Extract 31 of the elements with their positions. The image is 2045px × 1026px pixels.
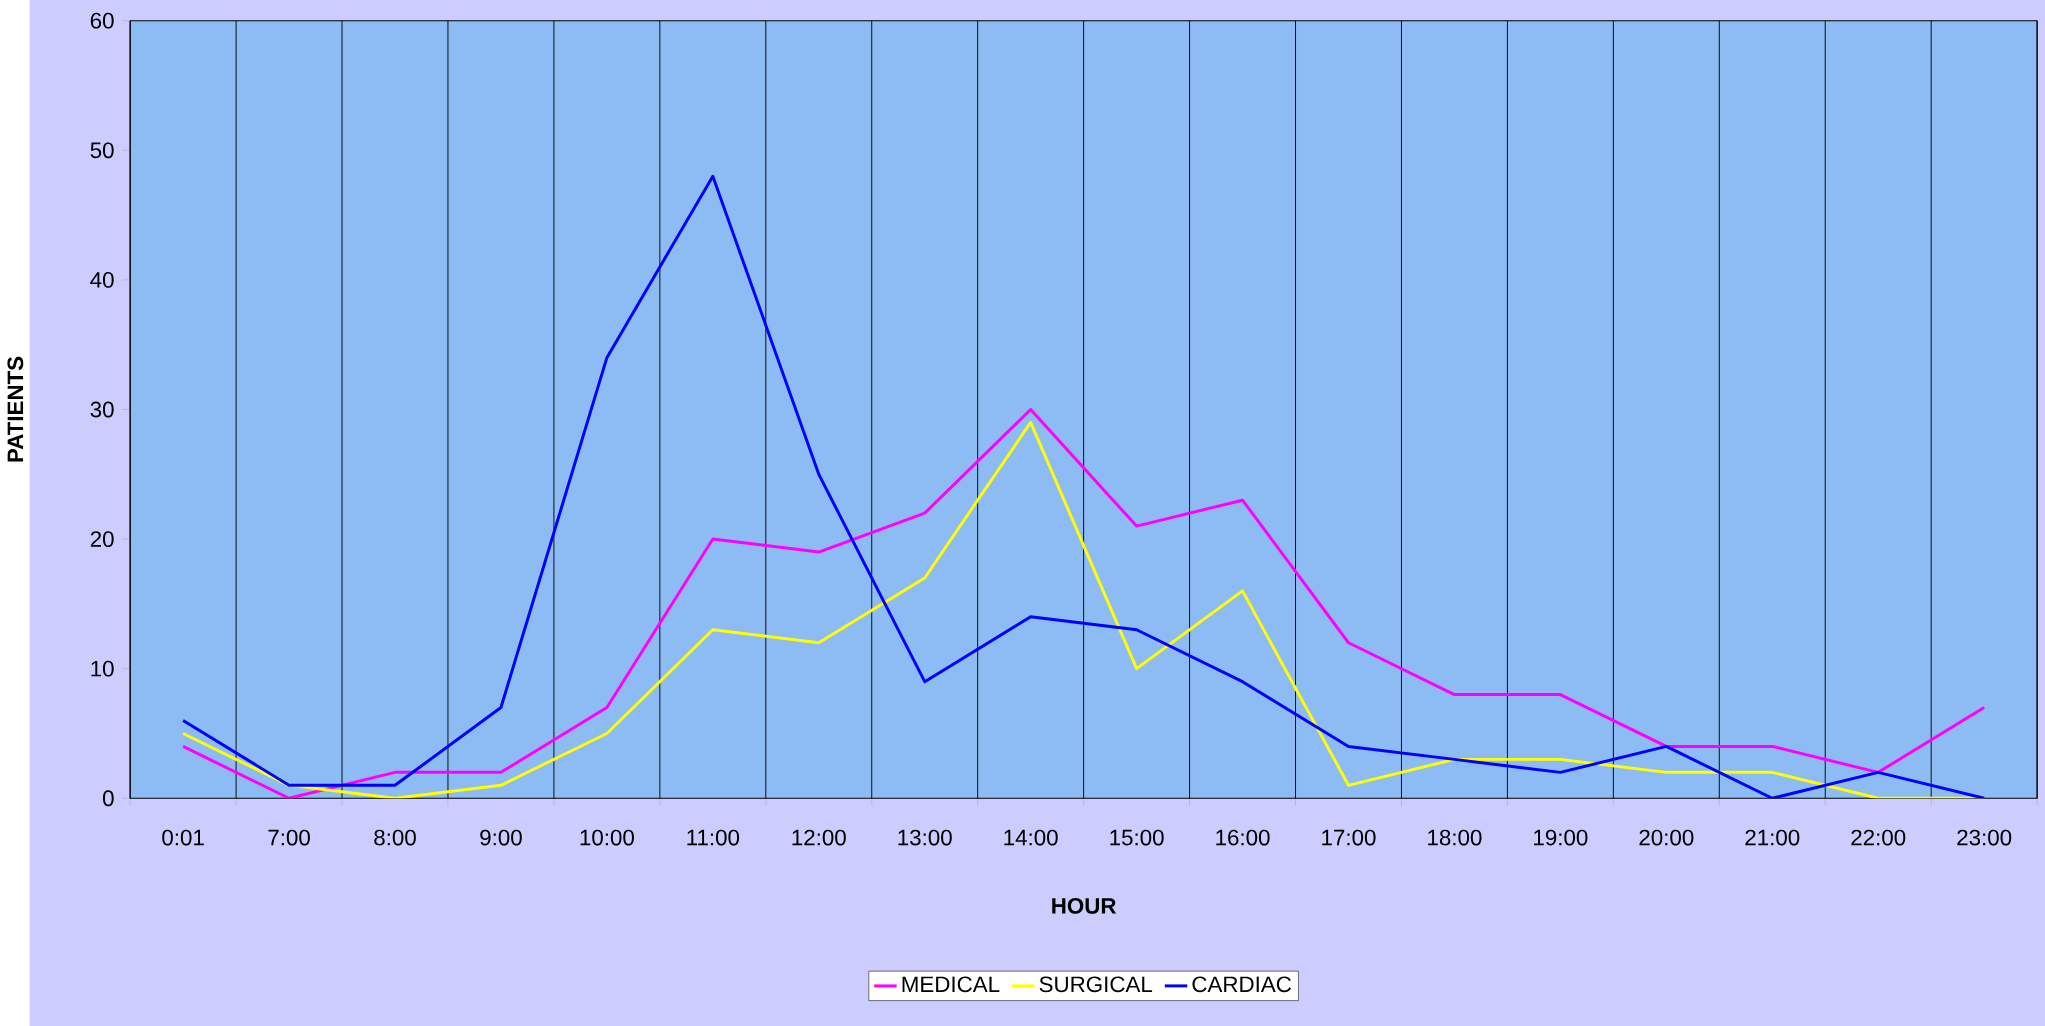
x-tick-label: 13:00 [898,829,952,846]
x-tick-label: 17:00 [1322,829,1376,846]
y-tick-label: 30 [90,401,114,418]
y-tick-label: 10 [91,660,114,677]
x-tick-label: 18:00 [1428,829,1482,846]
x-tick-label: 14:00 [1004,829,1058,846]
x-tick-label: 16:00 [1216,829,1270,846]
legend-label: CARDIAC [1192,976,1292,993]
line-series [181,174,1986,799]
legend-label: SURGICAL [1039,976,1153,993]
x-tick-label: 20:00 [1639,829,1694,846]
x-tick-label: 0:01 [162,829,204,846]
x-tick-label: 21:00 [1745,829,1800,846]
x-tick-label: 11:00 [687,829,740,846]
x-axis-title: HOUR [1052,897,1117,914]
x-tick-label: 12:00 [792,829,846,846]
x-tick-label: 7:00 [268,829,310,846]
y-tick-label: 50 [90,142,114,159]
x-tick-label: 23:00 [1957,829,2012,846]
legend-label: MEDICAL [902,976,1000,993]
y-tick-label: 20 [90,531,114,548]
x-tick-label: 15:00 [1110,829,1164,846]
x-tick-label: 19:00 [1534,829,1588,846]
y-tick-label: 40 [90,272,114,288]
x-tick-label: 10:00 [580,829,634,846]
x-tick-label: 22:00 [1851,829,1906,846]
y-tick-label: 60 [90,12,114,29]
y-axis-title: PATIENTS [7,356,24,462]
y-tick-label: 0 [102,790,114,807]
x-tick-label: 9:00 [480,829,522,846]
x-tick-label: 8:00 [374,829,416,846]
